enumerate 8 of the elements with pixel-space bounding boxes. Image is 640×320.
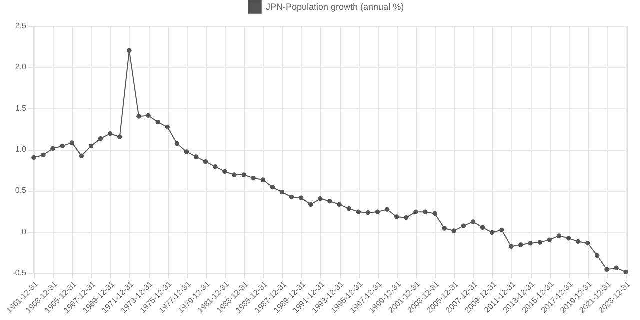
y-tick-label: 2.5 bbox=[15, 22, 28, 30]
legend-label: JPN-Population growth (annual %) bbox=[266, 2, 404, 12]
y-tick-label: -0.5 bbox=[12, 268, 28, 278]
y-tick-label: 0.5 bbox=[15, 186, 28, 196]
y-tick-label: 2.0 bbox=[15, 62, 28, 72]
y-tick-label: 1.0 bbox=[15, 145, 28, 154]
y-tick-label: 1.5 bbox=[15, 104, 28, 113]
y-tick-label: 0 bbox=[22, 227, 28, 236]
